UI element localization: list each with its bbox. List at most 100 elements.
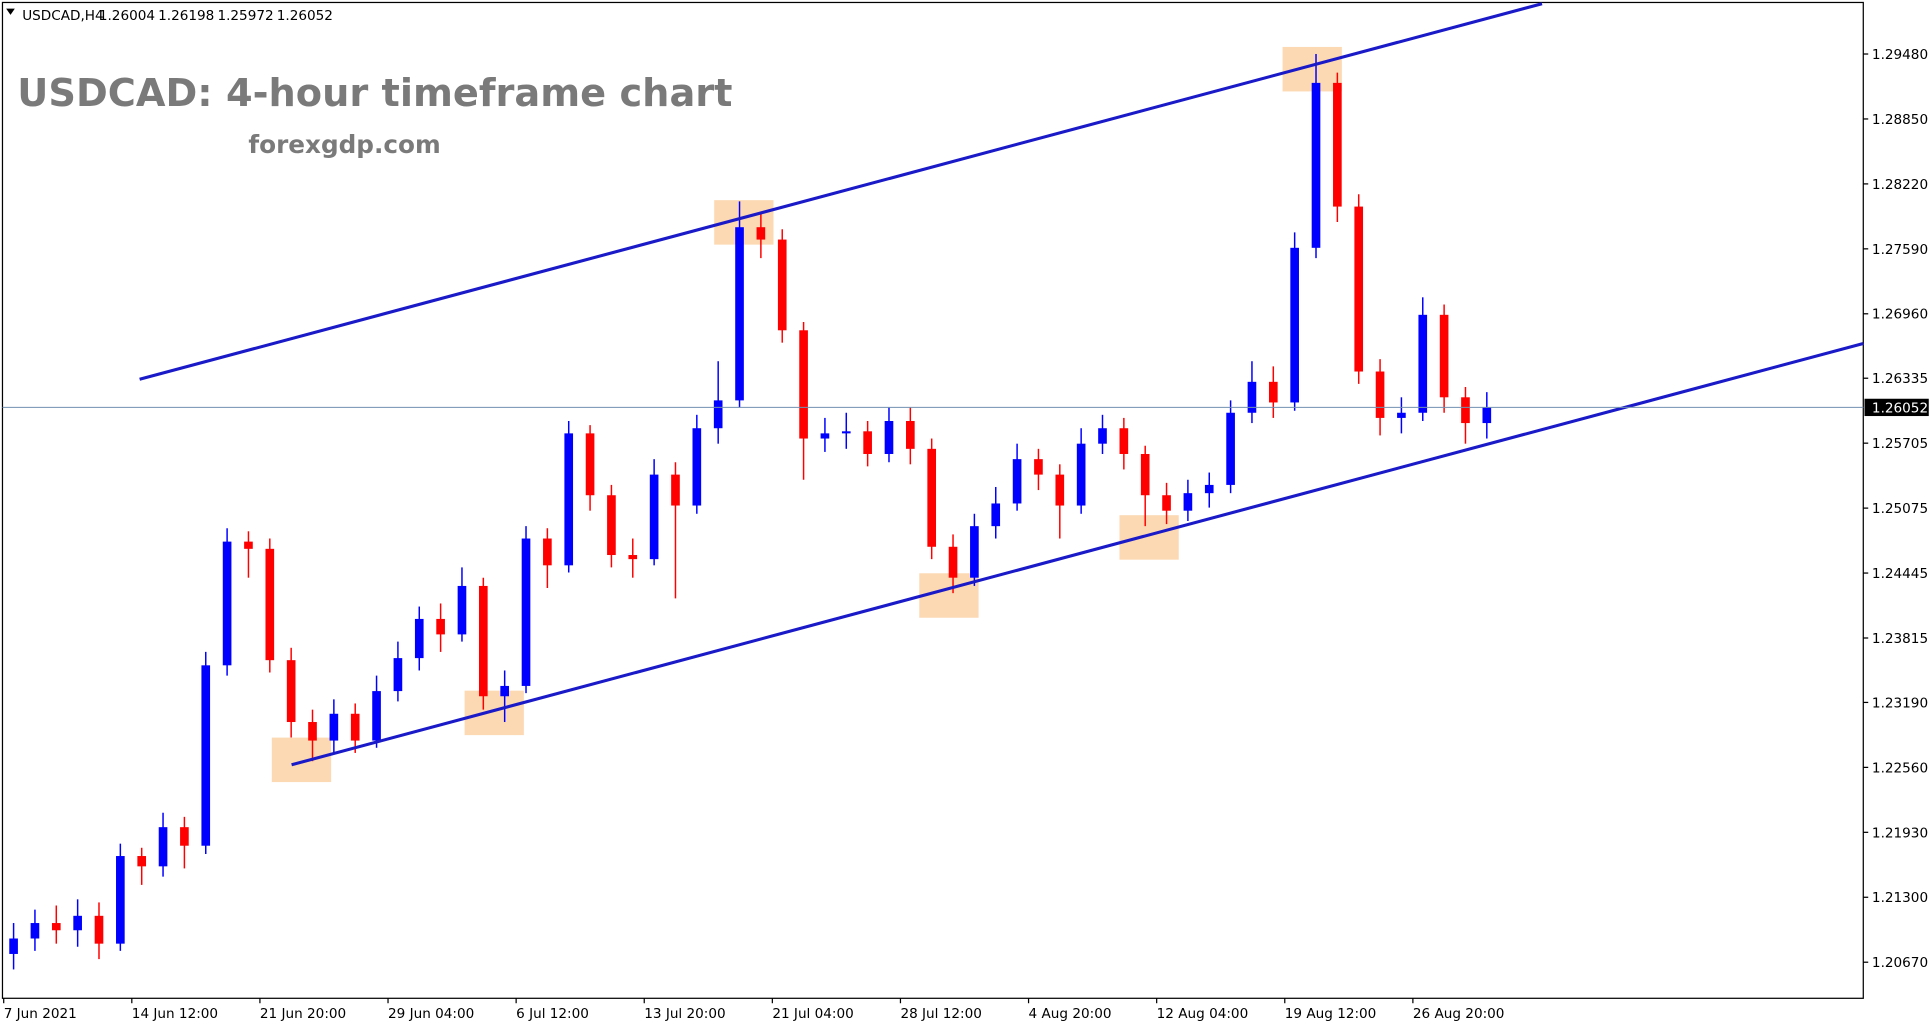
candle-body <box>265 548 275 661</box>
header-value: 1.26004 <box>99 8 155 24</box>
candle-body <box>735 227 744 401</box>
candle-body <box>1397 412 1406 418</box>
candle-body <box>906 421 915 449</box>
y-tick-label: 1.21300 <box>1872 890 1928 906</box>
candle-body <box>436 618 445 635</box>
candle-body <box>9 938 18 954</box>
candle-body <box>478 585 488 697</box>
x-tick-label: 21 Jul 04:00 <box>772 1006 853 1022</box>
header-value: 1.25972 <box>217 8 273 24</box>
candle-body <box>927 448 937 547</box>
x-tick-label: 4 Aug 20:00 <box>1029 1006 1112 1022</box>
candle-body <box>585 433 595 496</box>
candle-body <box>201 665 211 846</box>
candle-body <box>521 538 531 686</box>
candle-body <box>692 428 702 506</box>
candle-body <box>73 915 82 931</box>
x-tick-label: 7 Jun 2021 <box>4 1006 77 1022</box>
highlight-box <box>271 737 332 783</box>
candle-body <box>30 923 40 939</box>
candle-body <box>414 618 424 659</box>
candle-body <box>1098 428 1107 444</box>
y-tick-label: 1.23190 <box>1872 695 1928 711</box>
symbol: USDCAD,H4 <box>22 8 103 24</box>
candle-body <box>158 827 168 867</box>
candle-body <box>1204 484 1214 494</box>
candle-body <box>1439 314 1449 398</box>
candle-body <box>1311 82 1321 248</box>
menu-triangle[interactable] <box>6 8 15 15</box>
candle-body <box>350 713 360 741</box>
y-tick-label: 1.20670 <box>1872 955 1928 971</box>
candle-body <box>564 433 574 566</box>
candle-body <box>863 431 872 454</box>
candle-body <box>1482 407 1492 424</box>
candle-body <box>777 239 787 331</box>
y-tick-label: 1.27590 <box>1872 242 1928 258</box>
candle-body <box>393 658 403 692</box>
highlight-box <box>919 573 979 618</box>
candle-body <box>457 585 467 635</box>
candle-body <box>713 400 723 429</box>
candle-body <box>1375 371 1385 418</box>
candle-body <box>628 555 638 560</box>
candle-body <box>1140 453 1150 496</box>
header-value: 1.26052 <box>277 8 333 24</box>
x-tick-label: 14 Jun 12:00 <box>132 1006 218 1022</box>
highlights <box>271 46 1342 783</box>
y-tick-label: 1.23815 <box>1872 631 1928 647</box>
candle-body <box>1247 381 1257 413</box>
y-tick-label: 1.28220 <box>1872 177 1928 193</box>
y-tick-label: 1.24445 <box>1872 566 1928 582</box>
y-tick-label: 1.26335 <box>1872 371 1928 387</box>
candle-body <box>1354 206 1364 372</box>
chart-subtitle: forexgdp.com <box>248 130 440 159</box>
candle-body <box>308 722 317 741</box>
x-tick-label: 29 Jun 04:00 <box>388 1006 474 1022</box>
candle-body <box>180 827 189 846</box>
candle-body <box>372 691 381 741</box>
chart-title: USDCAD: 4-hour timeframe chart <box>17 71 732 116</box>
highlight-box <box>464 690 524 736</box>
candle-body <box>1290 247 1299 403</box>
candle-body <box>543 538 552 566</box>
candle-body <box>1119 428 1129 454</box>
y-tick-label: 1.25705 <box>1872 436 1928 452</box>
candle-body <box>244 541 253 549</box>
y-tick-label: 1.29480 <box>1872 47 1928 63</box>
y-tick-label: 1.28850 <box>1872 112 1928 128</box>
header-value: 1.26198 <box>158 8 214 24</box>
current-price-box <box>1864 398 1929 417</box>
x-tick-label: 21 Jun 20:00 <box>260 1006 346 1022</box>
candle-body <box>1162 495 1171 511</box>
candle-body <box>756 227 766 240</box>
x-tick-label: 6 Jul 12:00 <box>516 1006 589 1022</box>
candle-body <box>991 503 1001 527</box>
candle-body <box>1333 82 1342 207</box>
candle-body <box>649 474 659 560</box>
candle-body <box>1226 412 1235 485</box>
candle-body <box>1055 474 1065 506</box>
candle-body <box>1461 397 1470 424</box>
x-tick-label: 26 Aug 20:00 <box>1413 1006 1505 1022</box>
trendline-lower <box>291 341 1864 767</box>
candle-body <box>1268 381 1278 403</box>
candle-body <box>1418 314 1428 413</box>
candle-body <box>1012 459 1022 504</box>
candle-body <box>329 713 339 741</box>
y-tick-label: 1.25075 <box>1872 501 1928 517</box>
candle-body <box>94 915 104 944</box>
highlight-box <box>1119 515 1179 560</box>
candle-body <box>841 431 851 434</box>
candle-body <box>970 526 979 578</box>
candle-body <box>286 660 296 723</box>
y-tick-label: 1.26960 <box>1872 307 1928 323</box>
candles <box>9 54 1492 970</box>
y-tick-label: 1.21930 <box>1872 825 1928 841</box>
candle-body <box>222 541 232 666</box>
candle-body <box>671 474 680 506</box>
candle-body <box>799 330 808 439</box>
candle-body <box>884 421 894 454</box>
